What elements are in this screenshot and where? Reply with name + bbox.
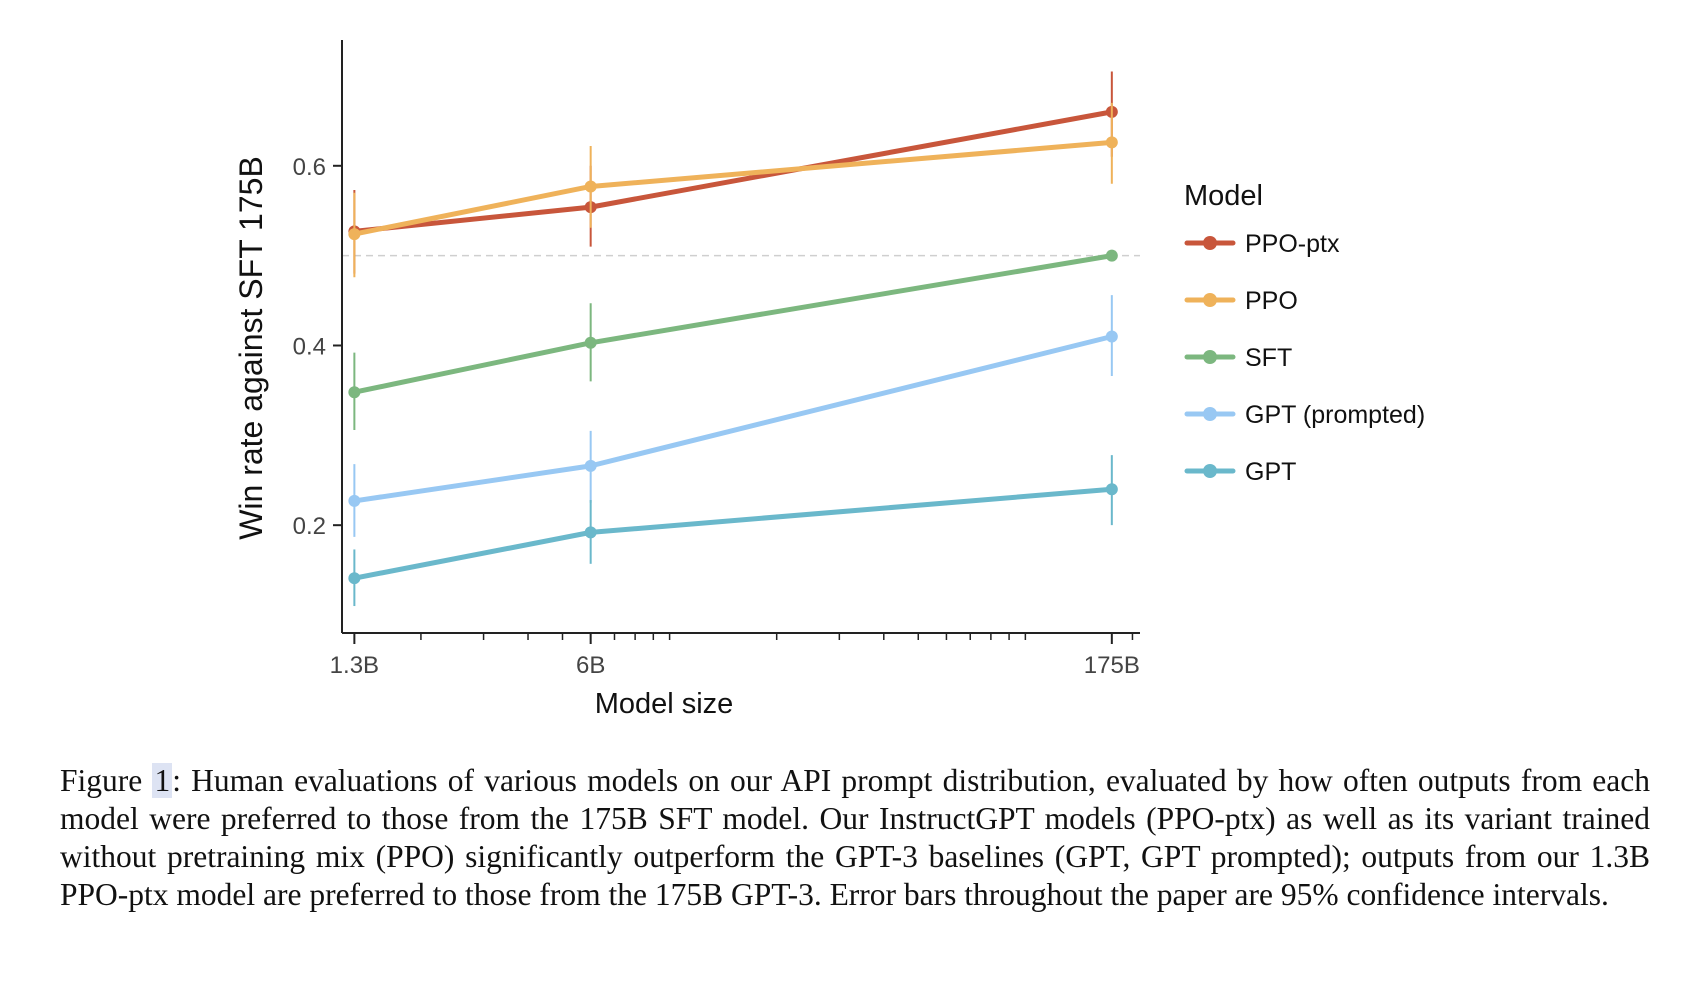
series-gpt [348,455,1118,607]
data-point [1105,330,1118,343]
series-ppo [348,102,1118,278]
legend-label: GPT (prompted) [1245,401,1425,429]
legend-label: GPT [1245,458,1296,486]
data-point [348,386,361,399]
legend-title: Model [1184,180,1263,212]
caption-label: Figure [60,763,153,798]
data-point [1105,249,1118,262]
figure-number: 1 [152,763,173,798]
data-point [348,572,361,585]
legend-item: GPT (prompted) [1184,401,1425,429]
line-chart: Win rate against SFT 175B Model size 0.2… [233,40,1425,720]
y-tick-label: 0.2 [293,513,326,540]
y-axis-title: Win rate against SFT 175B [233,156,269,540]
data-point [584,180,597,193]
axes-layer [333,40,1140,644]
figure-caption: Figure 1: Human evaluations of various m… [60,762,1650,914]
x-tick-label: 175B [1084,652,1140,679]
legend: Model PPO-ptx PPO SFT GPT (prompted) GPT [1184,180,1425,486]
legend-swatch-point [1203,464,1217,478]
legend-label: PPO [1245,287,1298,315]
x-tick-label: 1.3B [330,652,379,679]
labels-layer: Win rate against SFT 175B Model size 0.2… [233,154,1140,720]
data-point [348,494,361,507]
legend-item: SFT [1184,344,1292,372]
series-sft [348,249,1118,430]
series-line [351,486,1115,581]
series-line [351,334,1115,504]
data-point [584,526,597,539]
caption-text: : Human evaluations of various models on… [60,763,1651,912]
legend-swatch-point [1203,236,1217,250]
legend-label: PPO-ptx [1245,230,1340,258]
data-point [584,336,597,349]
series-line [351,253,1115,395]
data-point [1105,483,1118,496]
legend-item: GPT [1184,458,1296,486]
y-tick-label: 0.4 [293,333,326,360]
data-point [584,459,597,472]
x-tick-label: 6B [576,652,605,679]
legend-label: SFT [1245,344,1292,372]
legend-item: PPO [1184,287,1298,315]
data-point [348,228,361,241]
x-axis-title: Model size [595,688,734,720]
series-layer [348,71,1118,607]
legend-swatch-point [1203,293,1217,307]
legend-swatch-point [1203,350,1217,364]
data-point [1105,136,1118,149]
legend-swatch-point [1203,407,1217,421]
y-tick-label: 0.6 [293,154,326,181]
series-gpt-prompted [348,295,1118,537]
legend-item: PPO-ptx [1184,230,1340,258]
